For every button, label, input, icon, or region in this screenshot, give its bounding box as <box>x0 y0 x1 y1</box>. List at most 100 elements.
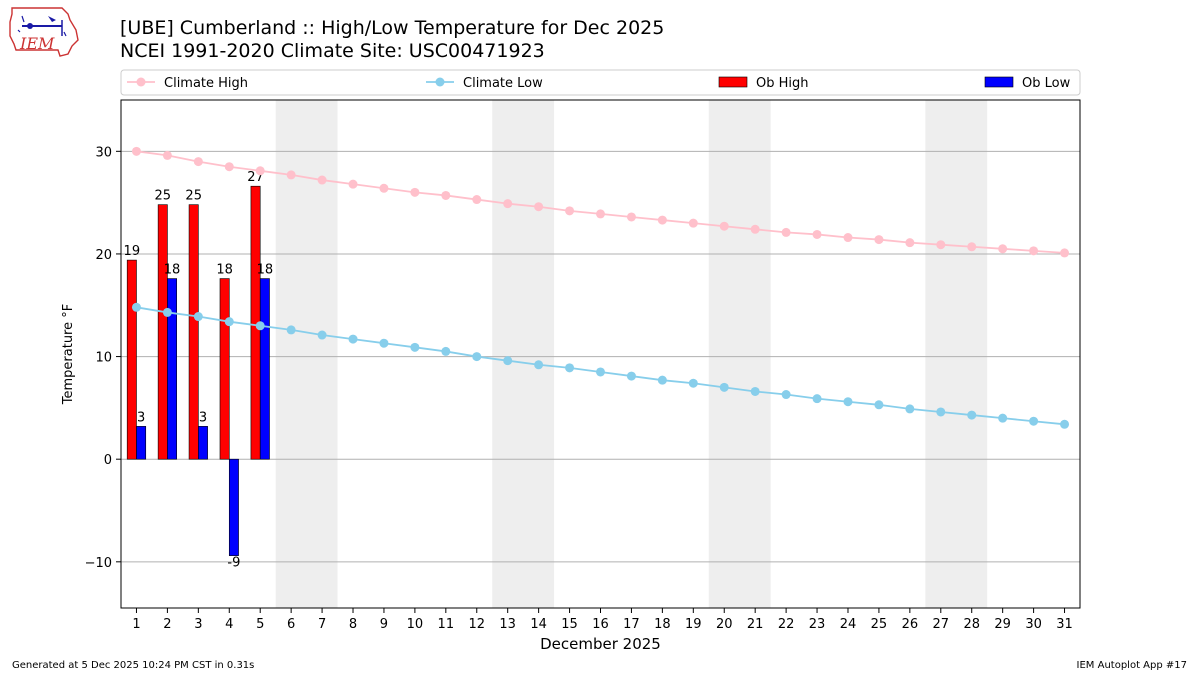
point-climate-low <box>441 346 451 356</box>
app-label: IEM Autoplot App #17 <box>1076 660 1187 671</box>
x-tick-label: 3 <box>194 617 202 632</box>
point-climate-high <box>317 175 327 185</box>
point-climate-low <box>750 386 760 396</box>
x-tick-label: 2 <box>163 617 171 632</box>
x-tick-label: 26 <box>902 617 919 632</box>
x-tick-label: 4 <box>225 617 233 632</box>
bar-ob-low <box>259 278 270 460</box>
iem-logo: IEM <box>9 7 79 57</box>
point-climate-high <box>1060 248 1070 258</box>
legend-box <box>120 69 1081 96</box>
bar-ob-high <box>188 204 199 460</box>
point-climate-high <box>534 202 544 212</box>
weekend-shade <box>275 100 338 608</box>
weekend-shade <box>925 100 988 608</box>
point-climate-high <box>874 235 884 245</box>
data-label: 18 <box>257 263 274 278</box>
legend-marker <box>136 77 146 87</box>
weekend-shade <box>492 100 555 608</box>
point-climate-low <box>379 338 389 348</box>
chart-subtitle: NCEI 1991-2020 Climate Site: USC00471923 <box>120 40 545 62</box>
legend-marker <box>435 77 445 87</box>
x-tick-label: 10 <box>407 617 424 632</box>
point-climate-high <box>224 162 234 172</box>
point-climate-low <box>843 397 853 407</box>
point-climate-high <box>503 199 513 209</box>
point-climate-low <box>193 312 203 322</box>
point-climate-low <box>317 330 327 340</box>
point-climate-low <box>286 325 296 335</box>
y-tick-label: 30 <box>95 145 112 160</box>
y-tick-label: 0 <box>104 453 112 468</box>
data-label: 3 <box>199 410 207 425</box>
bar-ob-low <box>198 426 208 460</box>
point-climate-high <box>998 244 1008 254</box>
weekend-shade <box>708 100 771 608</box>
point-climate-high <box>719 221 729 231</box>
bar-ob-low <box>228 458 239 556</box>
point-climate-high <box>657 215 667 225</box>
data-label: 3 <box>137 410 145 425</box>
legend-swatch <box>718 76 748 88</box>
bar-ob-low <box>167 278 177 460</box>
x-tick-label: 22 <box>778 617 795 632</box>
point-climate-high <box>626 212 636 222</box>
point-climate-low <box>348 334 358 344</box>
point-climate-low <box>565 363 575 373</box>
y-axis-label: Temperature °F <box>61 304 76 405</box>
point-climate-high <box>348 179 358 189</box>
x-tick-label: 30 <box>1025 617 1042 632</box>
bar-ob-high <box>219 278 230 460</box>
x-tick-label: 18 <box>654 617 671 632</box>
x-tick-label: 17 <box>623 617 640 632</box>
x-tick-label: 16 <box>592 617 609 632</box>
point-climate-high <box>812 229 822 239</box>
point-climate-low <box>255 321 265 331</box>
x-tick-label: 29 <box>994 617 1011 632</box>
legend-label: Ob High <box>756 76 809 91</box>
point-climate-low <box>596 367 605 377</box>
point-climate-high <box>781 227 791 237</box>
y-tick-label: −10 <box>85 556 112 571</box>
data-label: 25 <box>185 189 202 204</box>
data-label: 19 <box>124 244 141 259</box>
point-climate-high <box>843 233 853 243</box>
y-tick-label: 10 <box>95 351 112 366</box>
legend-swatch <box>984 76 1014 88</box>
point-climate-high <box>193 157 203 167</box>
point-climate-high <box>286 170 296 180</box>
point-climate-low <box>936 407 946 417</box>
data-label: 18 <box>164 263 181 278</box>
point-climate-low <box>1060 419 1070 429</box>
point-climate-low <box>657 375 667 385</box>
bar-ob-low <box>136 426 147 460</box>
point-climate-low <box>162 307 172 317</box>
point-climate-high <box>905 238 915 248</box>
point-climate-low <box>874 400 884 410</box>
point-climate-high <box>688 218 698 228</box>
x-tick-label: 9 <box>380 617 388 632</box>
point-climate-high <box>596 209 605 219</box>
point-climate-high <box>565 206 575 216</box>
point-climate-low <box>905 404 915 414</box>
line-climate-high <box>136 150 1065 254</box>
point-climate-low <box>967 410 977 420</box>
x-tick-label: 24 <box>840 617 857 632</box>
bar-ob-high <box>157 204 168 460</box>
point-climate-high <box>441 190 451 200</box>
point-climate-low <box>626 371 636 381</box>
x-tick-label: 12 <box>468 617 485 632</box>
legend-label: Climate High <box>164 76 248 91</box>
point-climate-low <box>503 356 513 366</box>
x-tick-label: 23 <box>809 617 826 632</box>
data-label: 18 <box>216 263 233 278</box>
point-climate-high <box>379 183 389 193</box>
point-climate-low <box>719 382 729 392</box>
x-tick-label: 11 <box>438 617 455 632</box>
y-tick-label: 20 <box>95 248 112 263</box>
point-climate-high <box>936 240 946 250</box>
line-climate-low <box>136 306 1065 426</box>
point-climate-high <box>472 195 482 205</box>
point-climate-high <box>255 166 265 176</box>
